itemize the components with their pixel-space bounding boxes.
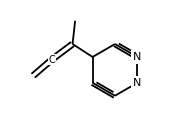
Text: C: C (49, 55, 55, 65)
Text: N: N (133, 52, 142, 62)
Text: N: N (133, 78, 142, 88)
